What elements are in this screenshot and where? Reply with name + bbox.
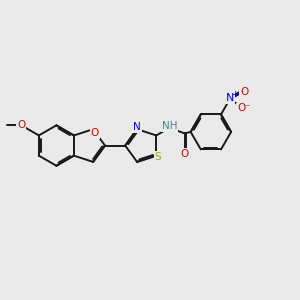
Text: O: O xyxy=(17,120,26,130)
Text: N: N xyxy=(225,93,234,103)
Text: O: O xyxy=(181,148,189,159)
Text: +: + xyxy=(231,90,239,99)
Text: O: O xyxy=(91,128,99,138)
Text: S: S xyxy=(154,152,161,162)
Text: O: O xyxy=(240,87,248,98)
Text: N: N xyxy=(133,122,141,132)
Text: NH: NH xyxy=(162,121,177,131)
Text: O⁻: O⁻ xyxy=(237,103,251,113)
